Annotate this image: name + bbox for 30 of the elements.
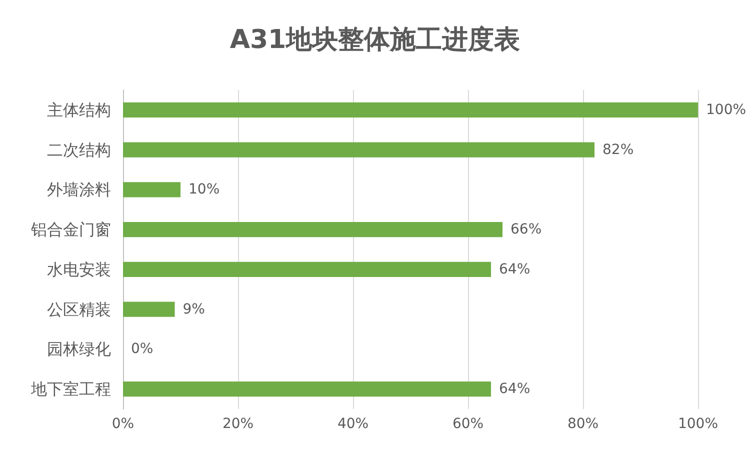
x-tick-label: 60% (452, 416, 484, 432)
data-label: 64% (499, 261, 530, 278)
bar (123, 302, 175, 317)
data-label: 100% (706, 102, 746, 118)
bar (123, 222, 502, 238)
data-label: 0% (131, 341, 154, 358)
y-tick-label: 外墙涂料 (47, 180, 111, 200)
chart-title: A31地块整体施工进度表 (230, 25, 520, 55)
data-label: 66% (510, 222, 542, 238)
data-label: 9% (182, 301, 205, 318)
x-tick-label: 40% (337, 416, 369, 432)
y-tick-label: 地下室工程 (30, 380, 111, 399)
y-tick-label: 公区精装 (47, 300, 111, 319)
bar (123, 142, 594, 158)
bar (123, 381, 491, 397)
x-tick-label: 80% (567, 416, 599, 432)
data-label: 82% (602, 142, 634, 158)
data-label: 10% (188, 182, 220, 198)
bar (123, 262, 491, 278)
y-tick-label: 园林绿化 (47, 340, 111, 359)
y-tick-label: 水电安装 (47, 260, 111, 279)
y-tick-label: 铝合金门窗 (30, 220, 111, 240)
bar (123, 182, 180, 198)
x-tick-label: 0% (112, 416, 134, 432)
y-tick-label: 主体结构 (47, 100, 111, 120)
y-tick-label: 二次结构 (47, 140, 111, 160)
bar (123, 102, 698, 118)
x-tick-label: 100% (678, 416, 718, 432)
data-label: 64% (499, 381, 530, 398)
x-tick-label: 20% (222, 416, 254, 432)
